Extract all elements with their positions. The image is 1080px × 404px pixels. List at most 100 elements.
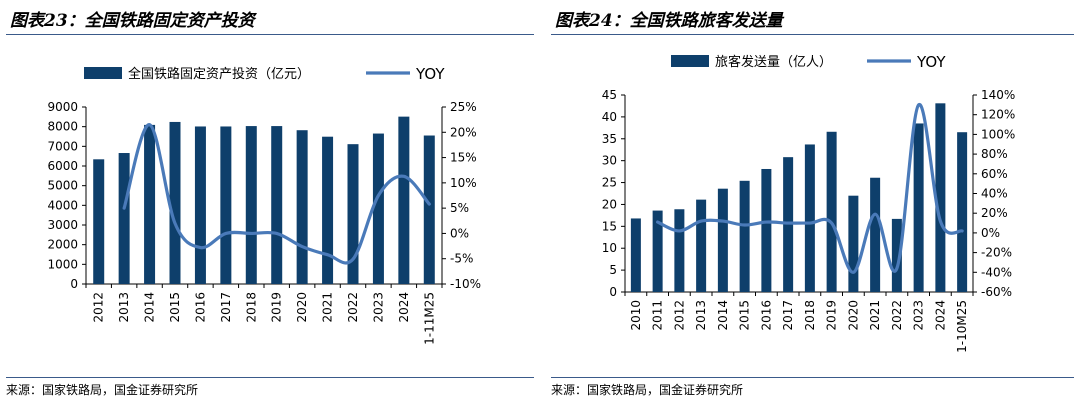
bar [674,209,685,292]
y-right-tick-label: 40% [981,187,1008,201]
legend-line-label: YOY [916,53,946,71]
x-tick-label: 2015 [168,292,182,323]
y-right-tick-label: 120% [981,108,1015,122]
y-left-tick-label: 45 [602,88,617,102]
bar [935,103,946,292]
x-tick-label: 2014 [716,300,730,331]
bar [398,116,410,285]
x-tick-label: 2017 [781,300,795,331]
bar [144,124,156,284]
x-tick-label: 2013 [694,300,708,331]
source-note: 来源：国家铁路局，国金证券研究所 [551,383,744,397]
legend-bar-swatch [671,55,709,67]
y-left-tick-label: 5 [609,263,617,277]
legend-bar-swatch [84,67,122,79]
y-left-tick-label: 9000 [47,100,78,114]
chart-panel-investment: 图表23：全国铁路固定资产投资 0 1000 2000 3000 4000 5000 600… [6,11,534,397]
y-right-tick-label: 5% [450,201,469,215]
source-note: 来源：国家铁路局，国金证券研究所 [6,383,199,397]
yoy-line [122,123,431,265]
figure-title: 图表24：全国铁路旅客发送量 [555,11,783,31]
x-tick-label: 2021 [321,292,335,323]
y-right-tick-label: 0% [981,226,1000,240]
x-tick-label: 2023 [371,292,385,323]
x-tick-label: 2022 [890,300,904,331]
bar [220,126,232,284]
x-tick-label: 2012 [92,292,106,323]
x-tick-label: 2018 [244,292,258,323]
y-right-tick-label: 20% [450,125,477,139]
x-tick-label: 2022 [346,292,360,323]
bar [957,132,968,292]
y-left-tick-label: 30 [602,154,617,168]
x-tick-label: 2016 [759,300,773,331]
bar [652,210,663,292]
x-tick-label: 1-11M25 [422,292,436,345]
bar [423,135,435,284]
x-tick-label: 2018 [803,300,817,331]
bar [194,126,206,284]
y-right-tick-label: 0% [450,226,469,240]
bar [630,218,641,292]
bar [891,218,902,292]
title-rule [6,34,534,35]
figure-title: 图表23：全国铁路固定资产投资 [10,11,255,31]
bar [271,126,283,285]
bar [848,195,859,292]
legend-bar-label: 旅客发送量（亿人） [715,54,832,70]
x-tick-label: 2012 [672,300,686,331]
bar [761,168,772,292]
y-left-tick-label: 35 [602,132,617,146]
bar [322,136,334,284]
y-left-tick-label: 7000 [47,139,78,153]
x-tick-label: 2020 [846,300,860,331]
y-right-tick-label: 20% [981,206,1008,220]
bar [870,177,881,292]
bar [347,144,359,284]
y-left-tick-label: 4000 [47,198,78,212]
bar [169,121,181,285]
x-tick-label: 2013 [117,292,131,323]
y-right-tick-label: 80% [981,147,1008,161]
bar [245,126,257,285]
y-right-tick-label: -10% [450,277,481,291]
bar [372,133,384,284]
x-tick-label: 2024 [397,292,411,323]
source-rule [6,377,534,378]
passenger-chart: 0 5 10 15 20 25 30 35 40 45 -60% -40% -20% 0% 20% 40% 60… [602,53,1016,353]
y-right-tick-label: 15% [450,151,477,165]
y-right-tick-label: 60% [981,167,1008,181]
bar [804,144,815,292]
yoy-line [656,103,964,274]
bar [118,153,130,284]
y-left-tick-label: 25 [602,176,617,190]
y-left-tick-label: 0 [609,285,617,299]
y-left-tick-label: 2000 [47,238,78,252]
legend-bar-label: 全国铁路固定资产投资（亿元） [128,66,310,82]
bar [717,188,728,292]
y-left-tick-label: 8000 [47,120,78,134]
x-tick-label: 2023 [912,300,926,331]
chart-panel-passengers: 图表24：全国铁路旅客发送量 0 5 10 15 20 25 30 35 40 45 -60% -40… [545,0,1080,404]
x-tick-label: 2019 [825,300,839,331]
y-right-tick-label: -20% [981,246,1012,260]
x-tick-label: 2015 [738,300,752,331]
y-left-tick-label: 10 [602,241,617,255]
y-right-tick-label: -40% [981,265,1012,279]
y-left-tick-label: 6000 [47,159,78,173]
x-tick-label: 2020 [295,292,309,323]
x-tick-label: 2017 [219,292,233,323]
y-right-tick-label: -5% [450,252,473,266]
bar [296,130,308,284]
x-tick-label: 2014 [143,292,157,323]
bar [93,159,105,284]
y-left-tick-label: 40 [602,110,617,124]
x-tick-label: 2019 [270,292,284,323]
x-tick-label: 2021 [868,300,882,331]
y-right-tick-label: 100% [981,127,1015,141]
bar [696,199,707,292]
x-tick-label: 2010 [629,300,643,331]
y-left-tick-label: 15 [602,219,617,233]
y-left-tick-label: 1000 [47,257,78,271]
bar [913,123,924,292]
